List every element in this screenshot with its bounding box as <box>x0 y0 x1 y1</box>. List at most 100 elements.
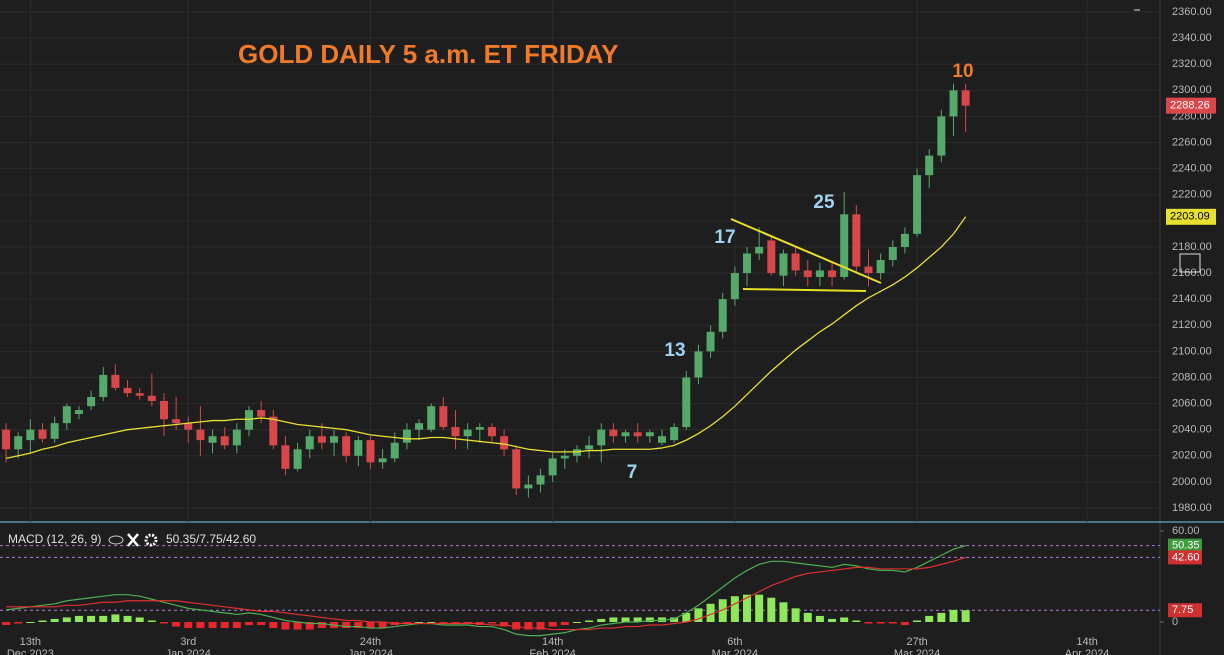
histogram-bar <box>14 622 23 624</box>
y-tick-label: 60.00 <box>1172 525 1200 537</box>
histogram-bar <box>354 622 363 629</box>
histogram-bar <box>342 622 351 629</box>
price-marker-box <box>1166 97 1216 114</box>
y-tick-label: 2040.00 <box>1172 424 1212 436</box>
candle-body <box>815 270 824 277</box>
candle-body <box>111 374 120 388</box>
candle-body <box>305 436 314 450</box>
candle-body <box>755 246 764 254</box>
candle-body <box>232 429 241 446</box>
y-tick-label: 2100.00 <box>1172 345 1212 357</box>
histogram-bar <box>548 622 557 627</box>
candle-body <box>706 331 715 352</box>
candle-body <box>925 155 934 176</box>
candle-body <box>621 432 630 437</box>
x-tick-label: 14th <box>1076 636 1097 648</box>
histogram-bar <box>961 610 970 622</box>
histogram-bar <box>560 622 569 626</box>
x-tick-sublabel: Feb 2024 <box>529 648 575 655</box>
histogram-bar <box>317 622 326 629</box>
close-icon[interactable] <box>127 533 139 547</box>
candle-body <box>87 397 96 407</box>
histogram-bar <box>26 622 35 623</box>
candle-body <box>560 455 569 459</box>
histogram-bar <box>925 615 934 622</box>
x-tick-label: 3rd <box>180 636 196 648</box>
level-marker-label: 7.75 <box>1172 604 1193 616</box>
price-marker-label: 2203.09 <box>1170 211 1210 223</box>
candle-body <box>487 427 496 437</box>
macd-line <box>5 545 966 637</box>
eye-icon[interactable] <box>108 535 124 545</box>
histogram-bar <box>730 596 739 622</box>
candle-body <box>172 419 181 424</box>
scale-button[interactable] <box>1179 253 1201 273</box>
histogram-bar <box>245 622 254 626</box>
histogram-bar <box>767 597 776 622</box>
histogram-bar <box>949 609 958 622</box>
histogram-bar <box>366 622 375 629</box>
histogram-bar <box>500 622 509 627</box>
y-tick-label: 2340.00 <box>1172 32 1212 44</box>
y-tick-label: 2180.00 <box>1172 241 1212 253</box>
candle-body <box>864 266 873 274</box>
histogram-bar <box>147 620 156 622</box>
level-marker-label: 42.60 <box>1172 551 1200 563</box>
candle-body <box>147 395 156 401</box>
histogram-bar <box>415 622 424 623</box>
candle-body <box>743 253 752 274</box>
histogram-bar <box>597 618 606 622</box>
x-tick-sublabel: Mar 2024 <box>894 648 940 655</box>
candle-body <box>50 423 59 439</box>
candle-body <box>767 240 776 274</box>
candle-body <box>900 233 909 247</box>
macd-line <box>6 556 966 631</box>
candle-body <box>366 440 375 463</box>
histogram-bar <box>888 622 897 624</box>
histogram-bar <box>572 622 581 623</box>
moving-average <box>5 216 967 460</box>
candle-body <box>330 436 339 443</box>
x-tick-sublabel: Jan 2024 <box>166 648 211 655</box>
candle-body <box>657 436 666 443</box>
candle-body <box>670 427 679 441</box>
histogram-bar <box>633 617 642 622</box>
annotation: 10 <box>952 61 973 82</box>
candle-body <box>888 246 897 260</box>
histogram-bar <box>682 612 691 622</box>
candle-body <box>123 387 132 394</box>
candle-body <box>293 449 302 469</box>
histogram-bar <box>864 622 873 624</box>
x-tick-label: 24th <box>360 636 381 648</box>
indicator-icons[interactable] <box>108 533 158 547</box>
histogram-bar <box>621 617 630 622</box>
histogram-bar <box>111 614 120 622</box>
x-tick-sublabel: Dec 2023 <box>7 648 54 655</box>
histogram-bar <box>463 622 472 624</box>
trend-line <box>730 218 882 284</box>
y-tick-label: 2360.00 <box>1172 6 1212 18</box>
histogram-bar <box>755 594 764 622</box>
level-marker-box <box>1168 550 1202 565</box>
y-tick-label: 2020.00 <box>1172 450 1212 462</box>
candle-body <box>828 270 837 277</box>
candle-body <box>281 445 290 469</box>
candle-body <box>913 175 922 234</box>
histogram-bar <box>828 618 837 622</box>
histogram-bar <box>62 617 71 622</box>
candle-body <box>463 429 472 437</box>
candle-body <box>524 484 533 489</box>
histogram-bar <box>99 615 108 622</box>
histogram-bar <box>694 608 703 622</box>
candle-body <box>439 406 448 428</box>
histogram-bar <box>645 617 654 622</box>
settings-icon[interactable] <box>144 533 158 547</box>
candle-body <box>512 449 521 489</box>
histogram-bar <box>196 622 205 629</box>
y-tick-label: 2320.00 <box>1172 58 1212 70</box>
y-tick-label: 2080.00 <box>1172 371 1212 383</box>
trend-line <box>742 288 867 292</box>
y-tick-label: 2240.00 <box>1172 163 1212 175</box>
candle-body <box>718 299 727 332</box>
histogram-bar <box>840 617 849 622</box>
